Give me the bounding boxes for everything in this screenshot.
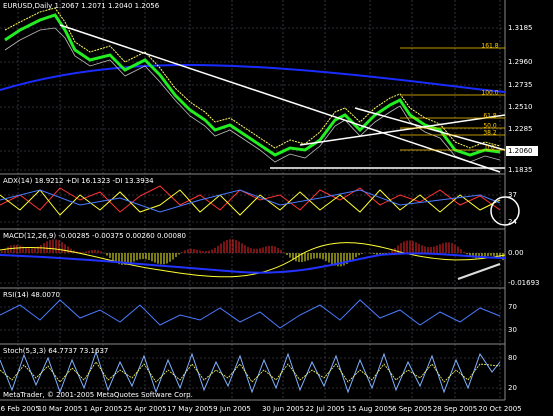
axis-label: 24 — [508, 218, 517, 226]
macd-main — [0, 252, 506, 274]
band — [4, 7, 501, 149]
grid — [0, 0, 505, 400]
trendline — [299, 114, 506, 146]
date-label: 30 Jun 2005 — [262, 405, 304, 413]
price-label: 1.3185 — [508, 24, 533, 32]
date-label: 15 Aug 2005 — [348, 405, 393, 413]
adx — [0, 189, 501, 213]
trendline — [59, 24, 501, 173]
axis-label: 37 — [508, 191, 517, 199]
stoch-signal — [0, 361, 501, 383]
fib-label: 50.0 — [483, 123, 497, 130]
panel-label: MACD(12,26,9) -0.00285 -0.00375 0.00260 … — [3, 232, 186, 240]
macd-signal — [0, 242, 506, 278]
axis-label: 30 — [508, 326, 517, 334]
rsi-line — [0, 299, 501, 329]
date-label: 22 Jul 2005 — [305, 405, 345, 413]
date-label: 6 Sep 2005 — [392, 405, 432, 413]
price-label: 1.2285 — [508, 125, 533, 133]
date-label: 9 Jun 2005 — [213, 405, 251, 413]
panel-label: ADX(14) 18.9212 +DI 16.1323 -DI 13.3934 — [3, 177, 154, 185]
axis-label: 70 — [508, 303, 517, 311]
fib-label: 61.8 — [483, 113, 497, 120]
stoch-main — [0, 350, 501, 394]
date-label: 1 Apr 2005 — [84, 405, 123, 413]
moving-average — [0, 63, 506, 93]
axis-label: 0.00 — [508, 249, 524, 257]
fib-label: 161.8 — [481, 43, 498, 50]
fib-label: 38.2 — [483, 130, 497, 137]
axis-label: 20 — [508, 384, 517, 392]
date-label: 28 Sep 2005 — [433, 405, 477, 413]
date-label: 25 Apr 2005 — [123, 405, 166, 413]
fibonacci — [400, 47, 505, 151]
fib-label: 0.0 — [485, 145, 495, 152]
axis-label: 80 — [508, 354, 517, 362]
price-label: 1.2735 — [508, 81, 533, 89]
panel-label: RSI(14) 48.0070 — [3, 291, 60, 299]
date-label: 20 Oct 2005 — [478, 405, 521, 413]
copyright: MetaTrader, © 2001-2005 MetaQuotes Softw… — [3, 391, 193, 399]
price-label: 1.2060 — [508, 147, 533, 155]
highlight-circle — [490, 196, 520, 226]
plus-di — [0, 189, 501, 216]
price-label: 1.2510 — [508, 103, 533, 111]
panel-label: Stoch(5,3,3) 64.7737 73.1637 — [3, 347, 108, 355]
axis-label: -0.01693 — [508, 279, 539, 287]
fib-label: 100.0 — [481, 90, 498, 97]
date-label: 16 Feb 2005 — [0, 405, 40, 413]
date-label: 10 Mar 2005 — [38, 405, 82, 413]
trendline — [457, 263, 501, 280]
trendline — [354, 107, 506, 151]
minus-di — [0, 185, 501, 213]
panel-label: EURUSD,Daily 1.2067 1.2071 1.2040 1.2056 — [3, 2, 160, 10]
price-label: 1.2960 — [508, 58, 533, 66]
price-marker — [506, 146, 538, 156]
date-label: 17 May 2005 — [167, 405, 213, 413]
price-label: 1.1835 — [508, 166, 533, 174]
